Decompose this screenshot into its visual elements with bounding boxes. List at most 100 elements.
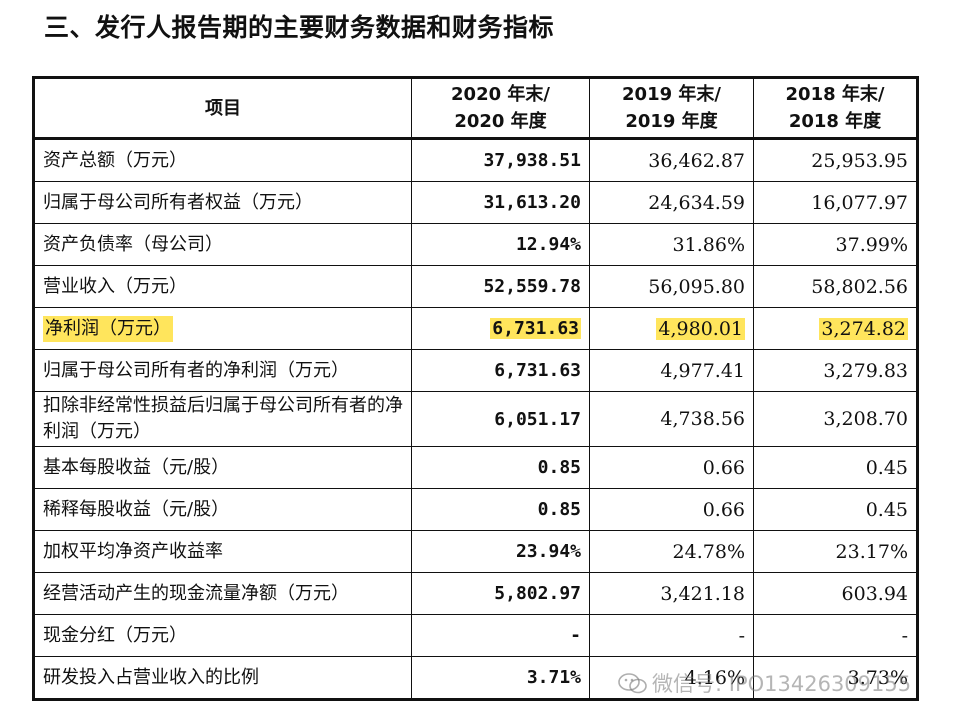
cell-2020: 0.85	[411, 446, 590, 489]
row-label-text: 现金分红（万元）	[43, 624, 187, 646]
cell-2019: 4,738.56	[589, 391, 754, 447]
header-item: 项目	[33, 77, 412, 140]
table-row: 扣除非经常性损益后归属于母公司所有者的净利润（万元） 6,051.17 4,738.…	[33, 391, 918, 447]
cell-value: 0.85	[537, 457, 581, 478]
table-row: 加权平均净资产收益率 23.94% 24.78% 23.17%	[33, 530, 918, 573]
cell-value: 0.45	[865, 498, 908, 521]
row-label: 稀释每股收益（元/股）	[33, 488, 412, 531]
row-label: 经营活动产生的现金流量净额（万元）	[33, 572, 412, 615]
cell-value: 31,613.20	[483, 192, 581, 213]
table-row: 归属于母公司所有者的净利润（万元） 6,731.63 4,977.41 3,279.8…	[33, 349, 918, 392]
header-line: 2018 年末/	[785, 84, 885, 105]
wechat-icon	[618, 673, 648, 695]
cell-value: 0.85	[537, 499, 581, 520]
row-label-text: 研发投入占营业收入的比例	[43, 666, 259, 688]
cell-2020: 52,559.78	[411, 265, 590, 308]
cell-2020: 37,938.51	[411, 138, 590, 182]
cell-2018: 603.94	[753, 572, 918, 615]
cell-value: 52,559.78	[483, 276, 581, 297]
cell-value: 4,980.01	[656, 317, 745, 340]
cell-2020: 3.71%	[411, 656, 590, 700]
watermark: 微信号: IPO13426309155	[618, 668, 911, 698]
cell-2020: 6,731.63	[411, 307, 590, 350]
cell-value: 3,421.18	[660, 582, 745, 605]
cell-value: 0.66	[702, 498, 745, 521]
cell-value: 31.86%	[672, 233, 745, 256]
cell-value: 3.71%	[526, 667, 581, 688]
cell-2019: 56,095.80	[589, 265, 754, 308]
cell-2018: 0.45	[753, 446, 918, 489]
cell-2019: -	[589, 614, 754, 657]
header-line: 2019 年末/	[622, 84, 721, 105]
row-label-text: 资产总额（万元）	[43, 149, 187, 171]
header-2019: 2019 年末/2019 年度	[589, 77, 754, 140]
cell-2019: 0.66	[589, 488, 754, 531]
section-heading: 三、发行人报告期的主要财务数据和财务指标	[44, 13, 555, 42]
table-row: 资产总额（万元） 37,938.51 36,462.87 25,953.95	[33, 138, 918, 182]
cell-value: 56,095.80	[648, 275, 745, 298]
cell-2018: 16,077.97	[753, 181, 918, 224]
cell-value: 4,977.41	[660, 359, 745, 382]
cell-2018: 23.17%	[753, 530, 918, 573]
row-label: 扣除非经常性损益后归属于母公司所有者的净利润（万元）	[33, 391, 412, 447]
cell-value: 58,802.56	[811, 275, 908, 298]
table-row: 营业收入（万元） 52,559.78 56,095.80 58,802.56	[33, 265, 918, 308]
header-line: 2020 年度	[454, 111, 547, 132]
cell-value: 4.16%	[684, 666, 745, 689]
cell-value: 6,051.17	[494, 408, 581, 430]
cell-2020: 5,802.97	[411, 572, 590, 615]
cell-value: 3,208.70	[823, 408, 908, 430]
table-row: 基本每股收益（元/股） 0.85 0.66 0.45	[33, 446, 918, 489]
header-line: 2019 年度	[625, 111, 718, 132]
cell-value: 0.66	[702, 456, 745, 479]
cell-value: -	[901, 624, 908, 647]
row-label: 资产总额（万元）	[33, 138, 412, 182]
cell-2019: 4,980.01	[589, 307, 754, 350]
cell-2019: 3,421.18	[589, 572, 754, 615]
cell-value: 24,634.59	[648, 191, 745, 214]
row-label-text: 扣除非经常性损益后归属于母公司所有者的净利润（万元）	[43, 395, 403, 442]
cell-2018: 3,274.82	[753, 307, 918, 350]
row-label: 现金分红（万元）	[33, 614, 412, 657]
cell-2020: 0.85	[411, 488, 590, 531]
header-2020: 2020 年末/2020 年度	[411, 77, 590, 140]
table-row: 现金分红（万元） - - -	[33, 614, 918, 657]
row-label-text: 归属于母公司所有者权益（万元）	[43, 191, 313, 213]
header-2018: 2018 年末/2018 年度	[753, 77, 918, 140]
cell-2019: 0.66	[589, 446, 754, 489]
cell-value: -	[570, 625, 581, 646]
financial-table-wrapper: 项目 2020 年末/2020 年度 2019 年末/2019 年度 2018 …	[32, 76, 919, 701]
row-label-text: 营业收入（万元）	[43, 275, 187, 297]
table-row: 经营活动产生的现金流量净额（万元） 5,802.97 3,421.18 603.94	[33, 572, 918, 615]
row-label-text: 经营活动产生的现金流量净额（万元）	[43, 582, 349, 604]
cell-2020: 31,613.20	[411, 181, 590, 224]
row-label: 加权平均净资产收益率	[33, 530, 412, 573]
watermark-text: 微信号: IPO13426309155	[652, 672, 912, 696]
header-line: 2020 年末/	[451, 84, 550, 105]
cell-value: 12.94%	[515, 234, 581, 255]
row-label-text: 净利润（万元）	[43, 315, 173, 342]
cell-value: 6,731.63	[494, 360, 581, 381]
cell-2019: 24.78%	[589, 530, 754, 573]
row-label: 归属于母公司所有者权益（万元）	[33, 181, 412, 224]
cell-2020: -	[411, 614, 590, 657]
cell-value: 37,938.51	[483, 150, 581, 171]
cell-value: 25,953.95	[811, 149, 908, 172]
cell-2018: 37.99%	[753, 223, 918, 266]
cell-2019: 24,634.59	[589, 181, 754, 224]
table-row: 研发投入占营业收入的比例 3.71% 4.16% 3.73%	[33, 656, 918, 700]
cell-value: 603.94	[841, 582, 908, 605]
cell-2019: 4,977.41	[589, 349, 754, 392]
table-row: 归属于母公司所有者权益（万元） 31,613.20 24,634.59 16,077.…	[33, 181, 918, 224]
table-row: 稀释每股收益（元/股） 0.85 0.66 0.45	[33, 488, 918, 531]
cell-2018: 0.45	[753, 488, 918, 531]
cell-value: 16,077.97	[811, 191, 908, 214]
table-row: 净利润（万元） 6,731.63 4,980.01 3,274.82	[33, 307, 918, 350]
cell-value: 5,802.97	[494, 583, 581, 604]
row-label: 研发投入占营业收入的比例	[33, 656, 412, 700]
cell-2018: 3,279.83	[753, 349, 918, 392]
cell-2018: 58,802.56	[753, 265, 918, 308]
cell-value: 3.73%	[847, 666, 908, 689]
table-row: 资产负债率（母公司） 12.94% 31.86% 37.99%	[33, 223, 918, 266]
row-label-text: 稀释每股收益（元/股）	[43, 498, 230, 520]
